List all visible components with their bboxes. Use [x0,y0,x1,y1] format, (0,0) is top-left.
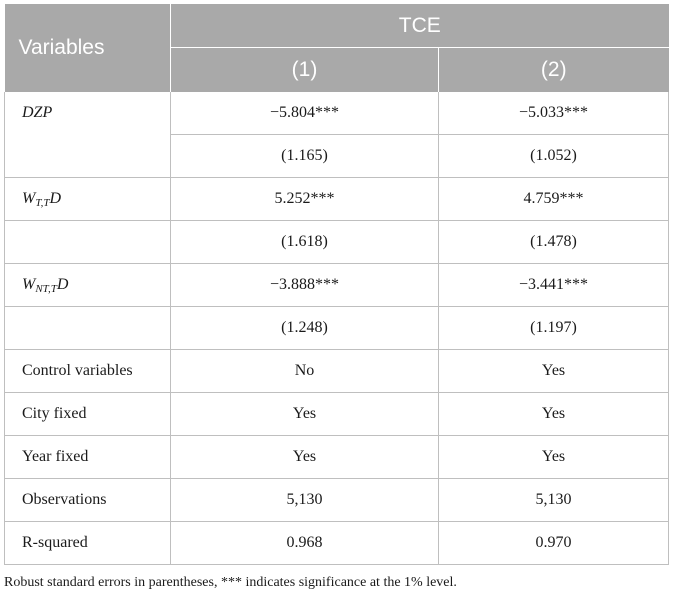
cell-se-wttd-col1: (1.618) [170,220,439,264]
table-row: Year fixed Yes Yes [4,435,669,479]
cell-se-wnttd-col1: (1.248) [170,306,439,350]
row-label-empty [4,134,171,178]
cell-control-col1: No [170,349,439,393]
label-d: D [49,189,62,207]
cell-r2-col1: 0.968 [170,521,439,565]
tce-group-header: TCE [170,4,669,48]
regression-table: Variables TCE (1) (2) DZP −5.804*** −5.0… [4,4,669,565]
label-w: W [22,275,36,293]
table-row: (1.618) (1.478) [4,220,669,264]
cell-dzp-col2: −5.033*** [438,92,669,135]
table-row: DZP −5.804*** −5.033*** [4,92,669,135]
cell-se-wnttd-col2: (1.197) [438,306,669,350]
cell-wttd-col1: 5.252*** [170,177,439,221]
row-label-year-fixed: Year fixed [4,435,171,479]
cell-se-dzp-col2: (1.052) [438,134,669,178]
row-label-wttd: WT,TD [4,177,171,221]
row-label-dzp: DZP [4,92,171,135]
label-w: W [22,189,36,207]
column-2-header: (2) [438,47,669,92]
cell-se-wttd-col2: (1.478) [438,220,669,264]
cell-dzp-col1: −5.804*** [170,92,439,135]
regression-table-container: Variables TCE (1) (2) DZP −5.804*** −5.0… [4,4,669,591]
row-label-empty [4,306,171,350]
cell-control-col2: Yes [438,349,669,393]
cell-se-dzp-col1: (1.165) [170,134,439,178]
row-label-empty [4,220,171,264]
cell-obs-col1: 5,130 [170,478,439,522]
cell-year-col2: Yes [438,435,669,479]
variables-header: Variables [4,4,171,92]
table-row: WNT,TD −3.888*** −3.441*** [4,263,669,307]
cell-wnttd-col2: −3.441*** [438,263,669,307]
header-row-2: (1) (2) [5,47,669,92]
row-label-city-fixed: City fixed [4,392,171,436]
label-d: D [56,275,69,293]
row-label-wnttd: WNT,TD [4,263,171,307]
cell-city-col2: Yes [438,392,669,436]
header-row-1: Variables TCE [4,4,669,92]
cell-city-col1: Yes [170,392,439,436]
row-label-observations: Observations [4,478,171,522]
cell-year-col1: Yes [170,435,439,479]
row-label-control-variables: Control variables [4,349,171,393]
row-label-r-squared: R-squared [4,521,171,565]
table-row: R-squared 0.968 0.970 [4,521,669,565]
table-row: (1.165) (1.052) [4,134,669,178]
cell-wnttd-col1: −3.888*** [170,263,439,307]
cell-wttd-col2: 4.759*** [438,177,669,221]
table-row: (1.248) (1.197) [4,306,669,350]
table-row: WT,TD 5.252*** 4.759*** [4,177,669,221]
table-row: Control variables No Yes [4,349,669,393]
table-footnote: Robust standard errors in parentheses, *… [4,575,457,590]
table-row: City fixed Yes Yes [4,392,669,436]
label-subscript: NT,T [35,282,57,295]
table-row: Observations 5,130 5,130 [4,478,669,522]
cell-obs-col2: 5,130 [438,478,669,522]
label-subscript: T,T [35,196,50,209]
column-1-header: (1) [170,47,439,92]
cell-r2-col2: 0.970 [438,521,669,565]
